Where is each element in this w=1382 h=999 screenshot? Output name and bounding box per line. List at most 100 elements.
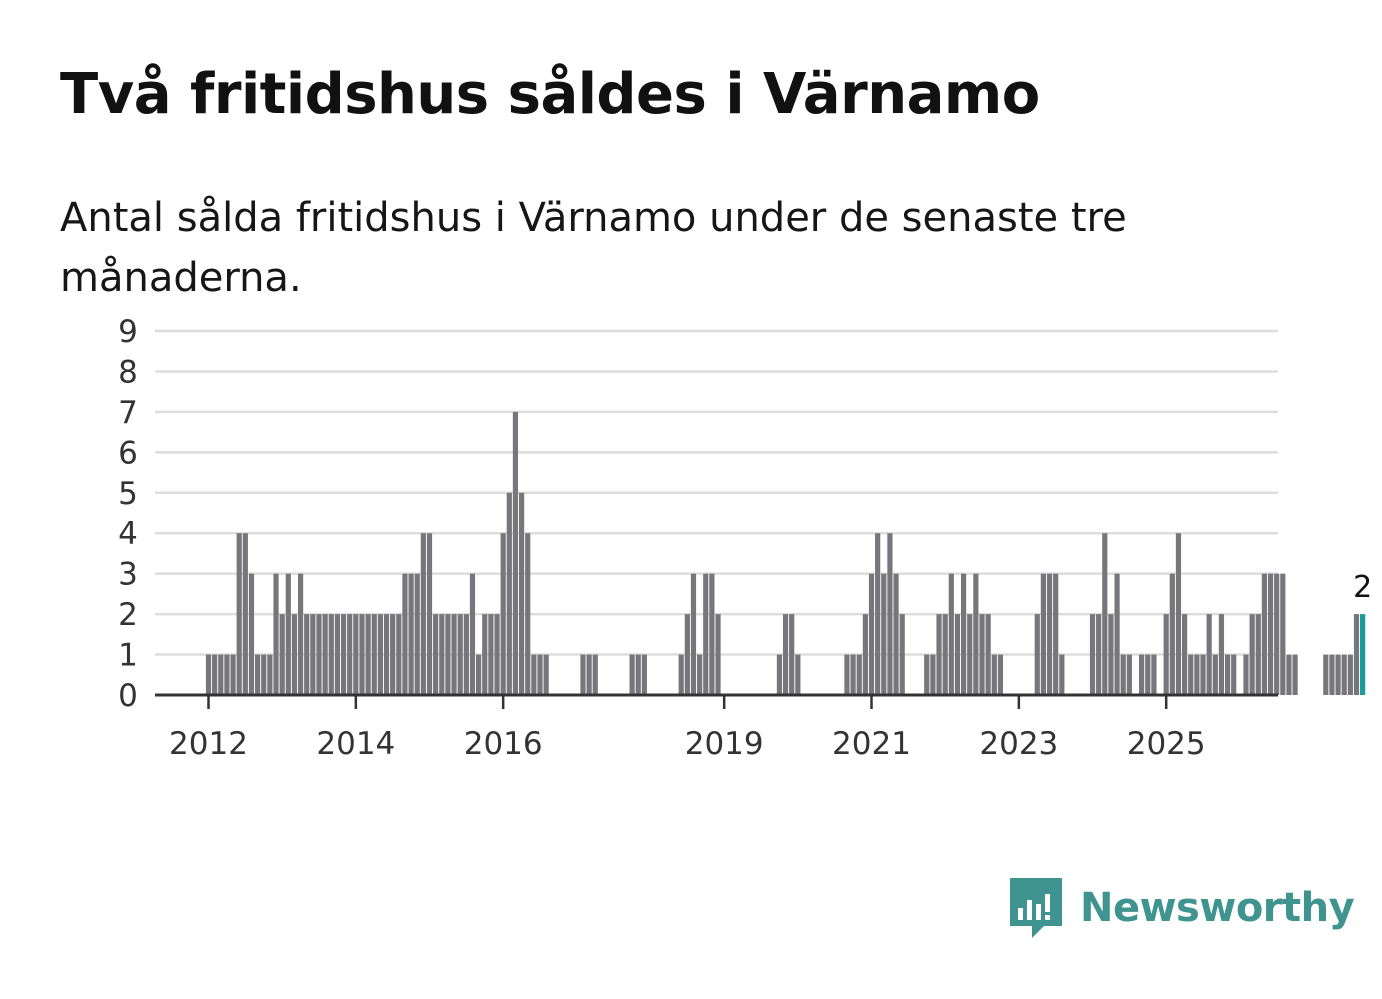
bar [997, 654, 1004, 695]
bar [463, 614, 469, 695]
bar [322, 614, 328, 695]
y-tick-label: 7 [118, 395, 138, 431]
x-tick-label: 2012 [169, 726, 248, 762]
bar [684, 614, 690, 695]
bar [1329, 654, 1335, 695]
bar [451, 614, 457, 695]
bar [255, 654, 261, 695]
bar [205, 654, 212, 695]
bar [1243, 654, 1249, 695]
bar [580, 654, 586, 695]
bar [500, 533, 506, 695]
bar [365, 614, 371, 695]
bar [1145, 654, 1151, 695]
bar [641, 654, 647, 695]
bar [347, 614, 353, 695]
y-tick-label: 4 [118, 516, 138, 552]
bar [1231, 654, 1237, 695]
bar [1323, 654, 1329, 695]
bar [703, 573, 709, 695]
x-axis-ticks: 2012 2014 2016 2019 2021 2023 2025 [169, 695, 1206, 762]
y-axis-ticks: 0 1 2 3 4 5 6 7 8 9 [118, 314, 138, 714]
bar [512, 411, 519, 695]
bar [789, 614, 795, 695]
bar [887, 533, 893, 695]
bar [279, 614, 285, 695]
bar [960, 573, 967, 695]
bar [1212, 654, 1218, 695]
bar [1194, 654, 1200, 695]
bar [224, 654, 230, 695]
bar [316, 614, 322, 695]
bar [1249, 614, 1255, 695]
bar [973, 573, 979, 695]
bar [218, 654, 224, 695]
bar [1046, 573, 1053, 695]
bar [506, 492, 512, 695]
bar [1267, 573, 1274, 695]
bar-latest [1360, 614, 1366, 695]
bar [868, 573, 875, 695]
x-tick-label: 2021 [832, 726, 911, 762]
y-tick-label: 6 [118, 435, 138, 471]
latest-value-label: 2 [1353, 570, 1372, 605]
bar [1200, 654, 1206, 695]
bar [1120, 654, 1126, 695]
bar [1096, 614, 1102, 695]
bar [212, 654, 218, 695]
bar [236, 533, 242, 695]
bar [690, 573, 697, 695]
bar [230, 654, 236, 695]
y-tick-label: 5 [118, 476, 138, 512]
bar [1053, 573, 1059, 695]
bar [242, 533, 248, 695]
bar [285, 573, 291, 695]
bar [991, 654, 997, 695]
bar [629, 654, 635, 695]
bar [930, 654, 936, 695]
bar [420, 533, 426, 695]
brand-logo: Newsworthy [1010, 878, 1355, 938]
bar [1206, 614, 1212, 695]
bar [1341, 654, 1347, 695]
bar [782, 614, 789, 695]
brand-name: Newsworthy [1080, 885, 1355, 931]
bar [328, 614, 334, 695]
y-tick-label: 9 [118, 314, 138, 350]
bar [445, 614, 451, 695]
bar [850, 654, 856, 695]
bar [1188, 654, 1194, 695]
bar [1163, 614, 1169, 695]
bar [396, 614, 402, 695]
chart-subtitle: Antal sålda fritidshus i Värnamo under d… [60, 195, 1127, 301]
bar [1108, 614, 1114, 695]
bar [1175, 533, 1182, 695]
bar [709, 573, 715, 695]
bar [586, 654, 592, 695]
bar [531, 654, 537, 695]
bar [1151, 654, 1157, 695]
bar [1347, 654, 1353, 695]
bar [482, 614, 488, 695]
bar [942, 614, 948, 695]
bar [518, 492, 525, 695]
bar [893, 573, 899, 695]
bar [353, 614, 359, 695]
bar [1255, 614, 1261, 695]
bar [899, 614, 905, 695]
bar [1182, 614, 1188, 695]
bars [205, 411, 1366, 695]
bar [334, 614, 341, 695]
bar [359, 614, 365, 695]
bar [310, 614, 316, 695]
bar [697, 654, 703, 695]
bar [1089, 614, 1096, 695]
bar [494, 614, 500, 695]
bar [715, 614, 721, 695]
bar [985, 614, 991, 695]
bar [402, 573, 408, 695]
bar [439, 614, 445, 695]
bar [1353, 614, 1360, 695]
y-tick-label: 2 [118, 597, 138, 633]
